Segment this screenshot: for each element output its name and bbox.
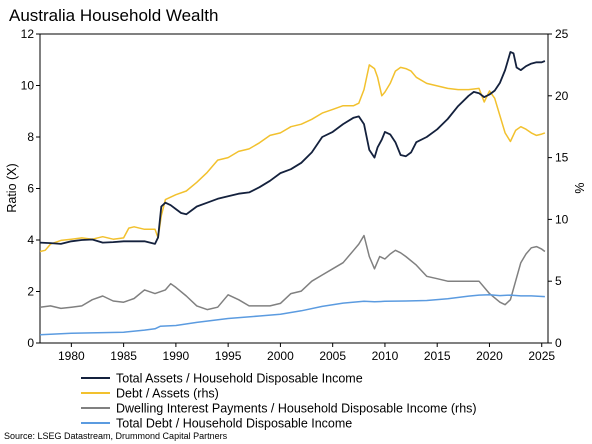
y-right-tick-label: 25 [555, 27, 569, 41]
y-left-tick-label: 10 [21, 79, 35, 93]
series-line-1 [39, 51, 546, 245]
x-axis-ticks: 1980 1985 1990 1995 2000 2005 2010 2015 2020 2025 [58, 343, 555, 363]
series-line-3 [39, 234, 546, 311]
y-right-tick-label: 15 [555, 151, 569, 165]
y-right-tick-label: 10 [555, 212, 569, 226]
legend-label: Total Debt / Household Disposable Income [116, 417, 352, 431]
y-right-tick-label: 0 [555, 336, 562, 350]
y-left-tick-label: 6 [27, 182, 34, 196]
x-tick-label: 1985 [110, 349, 137, 363]
x-tick-label: 2010 [372, 349, 399, 363]
x-tick-label: 2020 [476, 349, 503, 363]
legend-label: Debt / Assets (rhs) [116, 387, 219, 401]
x-tick-label: 2025 [528, 349, 555, 363]
y-right-axis-label: % [573, 182, 587, 193]
x-tick-label: 2000 [267, 349, 294, 363]
y-left-tick-label: 4 [27, 233, 34, 247]
series-layer [39, 51, 546, 336]
source-note: Source: LSEG Datastream, Drummond Capita… [4, 431, 228, 441]
y-left-tick-label: 2 [27, 285, 34, 299]
y-left-tick-label: 12 [21, 27, 35, 41]
plot-frame [39, 33, 549, 344]
y-left-tick-label: 8 [27, 130, 34, 144]
y-right-tick-label: 20 [555, 89, 569, 103]
y-left-tick-label: 0 [27, 336, 34, 350]
series-line-4 [39, 294, 545, 336]
series-line-2 [39, 64, 546, 253]
y-left-axis-ticks: 0 2 4 6 8 10 12 [21, 27, 40, 350]
x-tick-label: 1990 [163, 349, 190, 363]
chart-title: Australia Household Wealth [9, 6, 218, 25]
legend-label: Total Assets / Household Disposable Inco… [116, 372, 363, 386]
plot-border [39, 33, 549, 344]
x-tick-label: 1980 [58, 349, 85, 363]
legend: Total Assets / Household Disposable Inco… [81, 372, 477, 431]
legend-label: Dwelling Interest Payments / Household D… [116, 402, 477, 416]
y-right-tick-label: 5 [555, 274, 562, 288]
y-left-axis-label: Ratio (X) [5, 163, 19, 212]
x-tick-label: 2005 [319, 349, 346, 363]
y-right-axis-ticks: 0 5 10 15 20 25 [548, 27, 569, 350]
x-tick-label: 1995 [215, 349, 242, 363]
x-tick-label: 2015 [424, 349, 451, 363]
